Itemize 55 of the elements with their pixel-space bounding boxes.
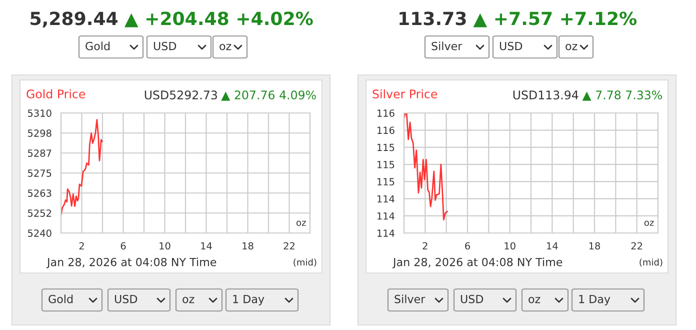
text: oz	[220, 44, 232, 50]
y-tick-label: 114	[377, 212, 394, 220]
text: (mid)	[640, 258, 662, 267]
x-tick-label: 10	[504, 242, 516, 250]
chart-title: Silver Price	[372, 89, 438, 98]
chart-subtitle: USD5292.73 ▲ 207.76 4.09%	[144, 90, 316, 101]
y-tick-label: 116	[377, 126, 394, 134]
line-series	[404, 113, 448, 220]
y-tick-label: 115	[377, 178, 394, 186]
text: USD	[154, 42, 176, 50]
text: USD	[460, 294, 484, 304]
x-tick-label: 14	[201, 242, 212, 250]
text: oz	[566, 44, 578, 50]
y-tick-label: 116	[377, 109, 394, 117]
text: 1 Day	[233, 294, 264, 306]
y-tick-label: 5275	[28, 169, 52, 177]
y-tick-label: 115	[377, 161, 394, 168]
x-tick-label: 14	[547, 242, 558, 250]
y-tick-label: 115	[377, 144, 394, 152]
text: Silver	[432, 42, 462, 50]
y-tick-label: 5263	[28, 189, 52, 197]
y-tick-label: 114	[377, 230, 394, 237]
y-tick-label: 5240	[28, 229, 52, 237]
x-tick-label: 22	[631, 242, 642, 250]
text: USD	[500, 42, 522, 50]
text: Silver	[394, 294, 426, 304]
text: 5,289.44 ▲ +204.48 +4.02%	[30, 12, 313, 28]
x-tick-label: 22	[284, 242, 294, 250]
x-tick-label: 2	[422, 242, 428, 250]
y-tick-label: 114	[377, 195, 394, 202]
text: Gold	[86, 42, 110, 50]
text: Jan 28, 2026 at 04:08 NY Time	[46, 258, 216, 268]
annotation: oz	[296, 220, 306, 226]
x-tick-label: 10	[160, 242, 170, 250]
x-tick-label: 6	[120, 242, 126, 250]
text: 1 Day	[579, 294, 610, 306]
y-tick-label: 5310	[28, 109, 52, 117]
annotation: oz	[644, 220, 654, 226]
chart-subtitle: USD113.94 ▲ 7.78 7.33%	[513, 90, 662, 101]
text: oz	[182, 296, 194, 304]
x-tick-label: 6	[465, 242, 470, 250]
text: Jan 28, 2026 at 04:08 NY Time	[392, 258, 562, 268]
y-tick-label: 5298	[28, 129, 52, 137]
y-tick-label: 5287	[28, 149, 52, 157]
line-series	[61, 118, 103, 216]
x-tick-label: 2	[79, 242, 84, 250]
text: Gold	[48, 294, 73, 304]
text: (mid)	[294, 258, 316, 267]
text: 113.73 ▲ +7.57 +7.12%	[400, 12, 637, 28]
text: USD	[114, 294, 138, 304]
chart-title: Gold Price	[26, 89, 86, 98]
text: oz	[528, 296, 540, 304]
y-tick-label: 5252	[28, 209, 51, 217]
x-tick-label: 18	[242, 242, 254, 250]
x-tick-label: 18	[589, 242, 600, 250]
